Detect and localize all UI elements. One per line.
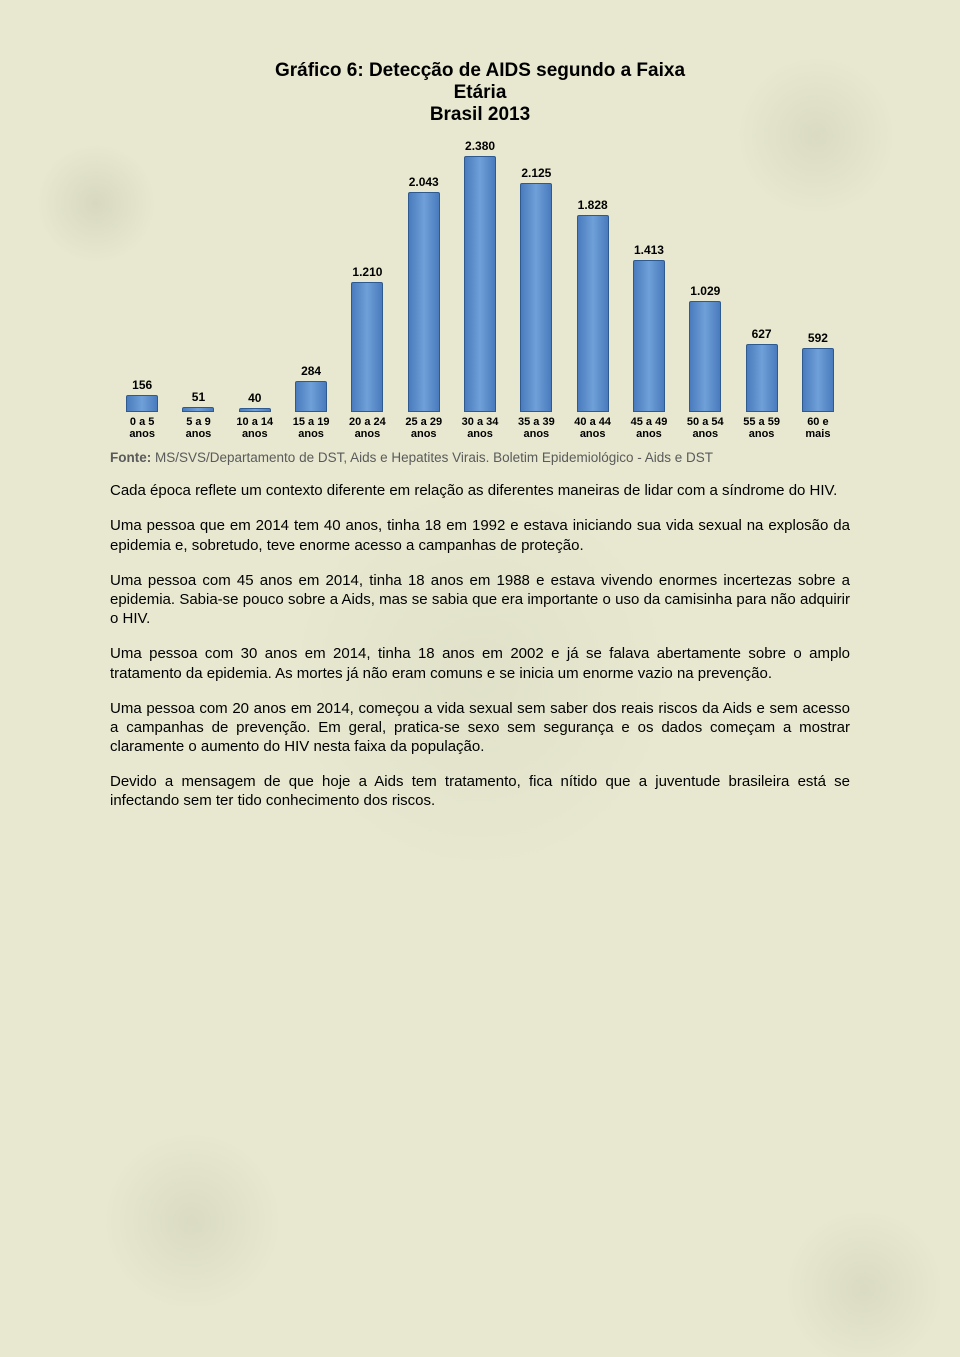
bar-value-label: 284 <box>301 364 321 378</box>
bar-slot: 2.043 <box>396 132 452 412</box>
bar-slot: 1.029 <box>677 132 733 412</box>
bar-value-label: 592 <box>808 331 828 345</box>
bar-value-label: 1.413 <box>634 243 664 257</box>
bar <box>802 348 834 412</box>
bar <box>126 395 158 412</box>
body-paragraph: Uma pessoa com 20 anos em 2014, começou … <box>110 699 850 757</box>
bar-value-label: 1.210 <box>352 265 382 279</box>
x-axis-label: 25 a 29 anos <box>396 416 452 440</box>
x-axis-label: 60 e mais <box>790 416 846 440</box>
bar-value-label: 2.043 <box>409 175 439 189</box>
source-text: MS/SVS/Departamento de DST, Aids e Hepat… <box>155 450 713 465</box>
body-paragraph: Devido a mensagem de que hoje a Aids tem… <box>110 772 850 810</box>
chart-title-line2: Etária <box>110 82 850 104</box>
bar-slot: 2.380 <box>452 132 508 412</box>
x-axis-label: 40 a 44 anos <box>565 416 621 440</box>
bar <box>464 156 496 412</box>
bar <box>408 192 440 412</box>
bar-slot: 51 <box>170 132 226 412</box>
chart-title-line1: Gráfico 6: Detecção de AIDS segundo a Fa… <box>110 60 850 82</box>
x-axis-label: 50 a 54 anos <box>677 416 733 440</box>
bar <box>577 215 609 412</box>
bar-value-label: 2.380 <box>465 139 495 153</box>
bar-slot: 1.413 <box>621 132 677 412</box>
body-paragraph: Uma pessoa com 45 anos em 2014, tinha 18… <box>110 571 850 629</box>
x-axis-label: 0 a 5 anos <box>114 416 170 440</box>
chart-plot-area: 156 51 40 284 1.210 2.043 2.380 2.125 1.828 1.413… <box>110 132 850 412</box>
bar-value-label: 627 <box>752 327 772 341</box>
body-paragraph: Cada época reflete um contexto diferente… <box>110 481 850 500</box>
chart-title-line3: Brasil 2013 <box>110 104 850 126</box>
bar-slot: 627 <box>733 132 789 412</box>
x-axis-label: 5 a 9 anos <box>170 416 226 440</box>
x-axis-label: 20 a 24 anos <box>339 416 395 440</box>
chart-title: Gráfico 6: Detecção de AIDS segundo a Fa… <box>110 60 850 126</box>
bar-value-label: 1.029 <box>690 284 720 298</box>
bar <box>746 344 778 412</box>
body-paragraph: Uma pessoa com 30 anos em 2014, tinha 18… <box>110 644 850 682</box>
chart-container: Gráfico 6: Detecção de AIDS segundo a Fa… <box>110 60 850 440</box>
chart-x-axis: 0 a 5 anos5 a 9 anos10 a 14 anos15 a 19 … <box>110 416 850 440</box>
bar-value-label: 156 <box>132 378 152 392</box>
x-axis-label: 30 a 34 anos <box>452 416 508 440</box>
bar <box>239 408 271 412</box>
bar <box>520 183 552 412</box>
x-axis-label: 15 a 19 anos <box>283 416 339 440</box>
bar-value-label: 40 <box>248 391 261 405</box>
bar <box>182 407 214 412</box>
bar-slot: 1.828 <box>565 132 621 412</box>
bar-value-label: 51 <box>192 390 205 404</box>
bar-slot: 2.125 <box>508 132 564 412</box>
x-axis-label: 35 a 39 anos <box>508 416 564 440</box>
source-label: Fonte: <box>110 450 155 465</box>
body-paragraph: Uma pessoa que em 2014 tem 40 anos, tinh… <box>110 516 850 554</box>
bar-value-label: 1.828 <box>578 198 608 212</box>
bar-slot: 1.210 <box>339 132 395 412</box>
x-axis-label: 55 a 59 anos <box>733 416 789 440</box>
bar-slot: 284 <box>283 132 339 412</box>
bar-slot: 40 <box>227 132 283 412</box>
bar <box>633 260 665 412</box>
source-line: Fonte: MS/SVS/Departamento de DST, Aids … <box>110 450 850 465</box>
bar <box>351 282 383 412</box>
x-axis-label: 10 a 14 anos <box>227 416 283 440</box>
bar <box>295 381 327 412</box>
bar-slot: 592 <box>790 132 846 412</box>
body-text: Cada época reflete um contexto diferente… <box>110 481 850 810</box>
x-axis-label: 45 a 49 anos <box>621 416 677 440</box>
bar-slot: 156 <box>114 132 170 412</box>
bar <box>689 301 721 412</box>
bar-chart: 156 51 40 284 1.210 2.043 2.380 2.125 1.828 1.413… <box>110 132 850 440</box>
bar-value-label: 2.125 <box>521 166 551 180</box>
